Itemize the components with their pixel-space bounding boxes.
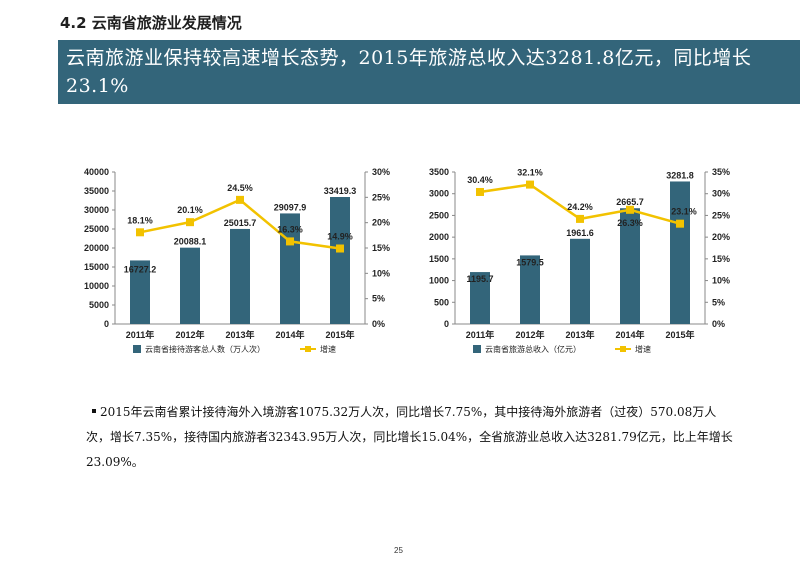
bar [620,208,640,324]
x-tick-label: 2015年 [325,329,354,340]
left-tick-label: 25000 [84,224,109,234]
tourist-arrivals-chart: 0 5000 10000 15000 20000 25000 30000 35000 40000… [84,167,390,354]
right-tick-label: 35% [712,167,730,177]
headline-banner [58,40,800,104]
legend-line-label: 增速 [320,344,336,354]
growth-value-label: 20.1% [177,205,203,215]
right-tick-label: 5% [712,297,725,307]
right-tick-label: 0% [372,319,385,329]
right-tick-label: 15% [372,243,390,253]
bar-value-label: 33419.3 [324,186,357,196]
tourism-revenue-chart: 0 500 1000 1500 2000 2500 3000 3500 0% 5% 10% 15% 20… [429,167,730,354]
growth-value-label: 32.1% [517,168,543,178]
left-tick-label: 20000 [84,243,109,253]
x-tick-label: 2013年 [565,329,594,340]
x-tick-label: 2012年 [515,329,544,340]
bar [130,260,150,324]
growth-value-label: 24.5% [227,183,253,193]
bullet-icon [92,409,96,413]
growth-value-label: 18.1% [127,215,153,225]
right-tick-label: 20% [712,232,730,242]
x-tick-label: 2014年 [615,329,644,340]
left-tick-label: 10000 [84,281,109,291]
growth-value-label: 26.3% [617,218,643,228]
x-tick-label: 2014年 [275,329,304,340]
bar-value-label: 25015.7 [224,218,257,228]
growth-marker [186,218,194,227]
right-tick-label: 10% [712,276,730,286]
section-title: 4.2 云南省旅游业发展情况 [60,14,242,32]
legend-line-label: 增速 [635,344,651,354]
left-tick-label: 30000 [84,205,109,215]
right-tick-label: 30% [372,167,390,177]
left-tick-label: 3500 [429,167,449,177]
bar-value-label: 2665.7 [616,197,644,207]
left-tick-label: 2500 [429,210,449,220]
bar-value-label: 29097.9 [274,202,307,212]
growth-marker [236,195,244,204]
left-tick-label: 5000 [89,300,109,310]
growth-marker [626,205,634,214]
bar [230,228,250,324]
right-tick-label: 30% [712,189,730,199]
x-tick-label: 2011年 [126,329,155,340]
growth-value-label: 24.2% [567,202,593,212]
bar-value-label: 3281.8 [666,170,694,180]
left-tick-label: 2000 [429,232,449,242]
bar-value-label: 1961.6 [566,228,594,238]
body-paragraph: 2015年云南省累计接待海外入境游客1075.32万人次，同比增长7.75%，其… [86,405,733,469]
bar [520,255,540,324]
left-tick-label: 0 [444,319,449,329]
bar [330,197,350,324]
page-number: 25 [394,546,403,555]
left-tick-label: 3000 [429,189,449,199]
right-tick-label: 25% [712,210,730,220]
legend-line-marker [620,346,626,352]
right-tick-label: 15% [712,254,730,264]
growth-marker [526,180,534,189]
growth-marker [476,187,484,196]
legend-bar-label: 云南省接待游客总人数（万人次） [145,344,265,354]
right-tick-label: 0% [712,319,725,329]
right-tick-label: 5% [372,294,385,304]
headline-text: 云南旅游业保持较高速增长态势，2015年旅游总收入达3281.8亿元，同比增长2… [66,47,752,97]
right-tick-label: 25% [372,192,390,202]
bar-value-label: 1195.7 [466,274,493,284]
left-tick-label: 1500 [429,254,449,264]
x-tick-label: 2011年 [466,329,495,340]
growth-value-label: 16.3% [277,224,303,234]
growth-value-label: 23.1% [671,207,697,217]
bar [470,272,490,324]
left-tick-label: 40000 [84,167,109,177]
left-tick-label: 0 [104,319,109,329]
right-tick-label: 20% [372,218,390,228]
left-tick-label: 35000 [84,186,109,196]
bar [670,181,690,324]
legend-bar-label: 云南省旅游总收入（亿元） [485,344,581,354]
x-tick-label: 2012年 [175,329,204,340]
x-tick-label: 2015年 [665,329,694,340]
growth-marker [286,237,294,246]
growth-marker [136,228,144,237]
bar-value-label: 20088.1 [174,237,207,247]
x-tick-label: 2013年 [225,329,254,340]
bar-value-label: 16727.2 [124,264,157,274]
bar-value-label: 1579.5 [516,257,544,267]
bar [570,238,590,324]
bar [180,247,200,324]
growth-value-label: 14.9% [327,232,353,242]
right-tick-label: 10% [372,268,390,278]
growth-marker [336,244,344,253]
left-tick-label: 500 [434,297,449,307]
growth-marker [676,219,684,228]
left-tick-label: 1000 [429,276,449,286]
growth-value-label: 30.4% [467,175,493,185]
legend-bar-swatch [133,345,141,353]
legend-bar-swatch [473,345,481,353]
growth-marker [576,214,584,223]
legend-line-marker [305,346,311,352]
left-tick-label: 15000 [84,262,109,272]
